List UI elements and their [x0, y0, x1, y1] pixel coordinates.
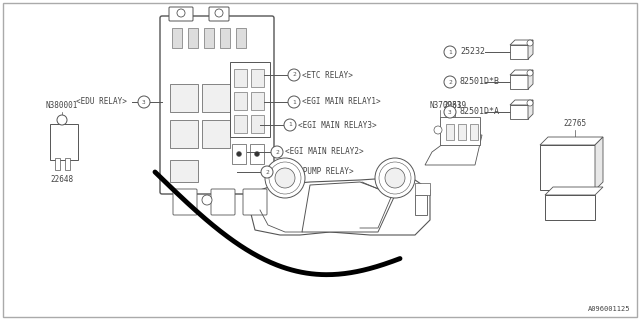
Bar — [65, 158, 70, 170]
Text: <EGI MAIN RELAY3>: <EGI MAIN RELAY3> — [298, 121, 376, 130]
Bar — [50, 124, 78, 160]
Polygon shape — [302, 182, 395, 232]
Bar — [170, 160, 198, 182]
Text: 25232: 25232 — [460, 47, 485, 57]
Circle shape — [255, 151, 259, 156]
Circle shape — [265, 158, 305, 198]
Circle shape — [444, 106, 456, 118]
Text: 2: 2 — [275, 149, 279, 155]
Polygon shape — [510, 100, 533, 105]
Circle shape — [288, 96, 300, 108]
Bar — [202, 120, 230, 148]
Text: 3: 3 — [448, 109, 452, 115]
Text: 1: 1 — [288, 123, 292, 127]
Circle shape — [261, 166, 273, 178]
FancyBboxPatch shape — [173, 189, 197, 215]
Text: 3: 3 — [142, 100, 146, 105]
Bar — [55, 158, 60, 170]
Polygon shape — [528, 70, 533, 89]
Text: <EGI MAIN RELAY2>: <EGI MAIN RELAY2> — [285, 148, 364, 156]
Circle shape — [444, 76, 456, 88]
FancyBboxPatch shape — [169, 7, 193, 21]
Polygon shape — [528, 40, 533, 59]
Text: <EGI MAIN RELAY1>: <EGI MAIN RELAY1> — [302, 98, 381, 107]
FancyBboxPatch shape — [211, 189, 235, 215]
Circle shape — [271, 146, 283, 158]
Text: 2: 2 — [265, 170, 269, 174]
Bar — [540, 145, 595, 190]
Text: A096001125: A096001125 — [588, 306, 630, 312]
Polygon shape — [528, 100, 533, 119]
FancyBboxPatch shape — [160, 16, 274, 194]
Bar — [220, 28, 230, 48]
FancyBboxPatch shape — [243, 189, 267, 215]
Circle shape — [202, 195, 212, 205]
Bar — [234, 69, 247, 87]
Bar — [188, 28, 198, 48]
Bar — [510, 45, 528, 59]
Circle shape — [288, 69, 300, 81]
Bar — [510, 105, 528, 119]
Text: 2: 2 — [292, 73, 296, 77]
Polygon shape — [545, 187, 603, 195]
Text: N370031: N370031 — [430, 101, 462, 110]
Polygon shape — [595, 137, 603, 190]
Text: <ETC RELAY>: <ETC RELAY> — [302, 70, 353, 79]
Polygon shape — [425, 135, 482, 165]
Circle shape — [527, 40, 533, 46]
Text: 82501D*B: 82501D*B — [460, 77, 500, 86]
Circle shape — [215, 9, 223, 17]
Circle shape — [527, 70, 533, 76]
FancyBboxPatch shape — [209, 7, 229, 21]
Bar — [172, 28, 182, 48]
FancyBboxPatch shape — [440, 117, 480, 145]
Text: 22639: 22639 — [444, 101, 467, 110]
Text: N380001: N380001 — [46, 101, 78, 110]
Circle shape — [527, 100, 533, 106]
Circle shape — [444, 46, 456, 58]
Bar — [236, 28, 246, 48]
Text: 1: 1 — [448, 50, 452, 54]
Polygon shape — [250, 178, 430, 235]
Bar — [251, 115, 264, 133]
Text: 22648: 22648 — [51, 175, 74, 185]
Polygon shape — [510, 70, 533, 75]
Circle shape — [375, 158, 415, 198]
Text: 82501D*A: 82501D*A — [460, 108, 500, 116]
Circle shape — [57, 115, 67, 125]
Bar — [510, 75, 528, 89]
Bar — [170, 120, 198, 148]
Text: 1: 1 — [292, 100, 296, 105]
Circle shape — [275, 168, 295, 188]
Bar — [250, 144, 264, 164]
Circle shape — [138, 96, 150, 108]
Bar — [204, 28, 214, 48]
Bar — [415, 195, 427, 215]
Bar — [446, 124, 454, 140]
Bar — [202, 84, 230, 112]
FancyBboxPatch shape — [230, 62, 270, 137]
Circle shape — [385, 168, 405, 188]
Bar — [545, 195, 595, 220]
Text: <FUEL PUMP RELAY>: <FUEL PUMP RELAY> — [275, 167, 354, 177]
Bar — [415, 183, 430, 195]
Bar — [234, 115, 247, 133]
Bar — [251, 92, 264, 110]
Text: 22765: 22765 — [563, 119, 587, 128]
Bar — [251, 69, 264, 87]
Bar — [470, 124, 478, 140]
Circle shape — [177, 9, 185, 17]
Text: <EDU RELAY>: <EDU RELAY> — [76, 98, 127, 107]
Bar — [234, 92, 247, 110]
Circle shape — [284, 119, 296, 131]
Polygon shape — [510, 40, 533, 45]
Bar — [458, 124, 466, 140]
Circle shape — [237, 151, 241, 156]
Polygon shape — [540, 137, 603, 145]
Circle shape — [434, 126, 442, 134]
Bar — [170, 84, 198, 112]
Text: 2: 2 — [448, 79, 452, 84]
Bar — [232, 144, 246, 164]
